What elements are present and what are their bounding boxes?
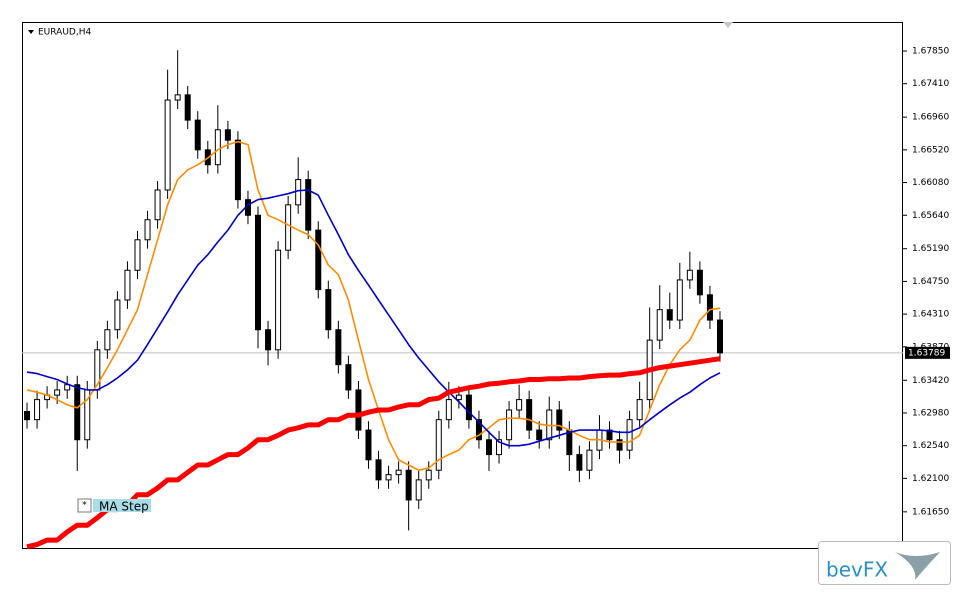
series-label: MA Step <box>99 500 149 514</box>
y-tick-label: 1.63420 <box>912 376 949 386</box>
candle-body <box>114 299 121 331</box>
candle-body <box>395 469 402 476</box>
y-tick-label: 1.64310 <box>912 310 949 320</box>
chart-title: EURAUD,H4 <box>38 28 91 38</box>
candle-body <box>375 459 382 481</box>
candle-body <box>485 439 492 456</box>
candle-body <box>164 99 171 191</box>
y-tick-label: 1.65190 <box>912 244 949 254</box>
plot-frame <box>22 22 903 549</box>
candle-body <box>54 389 61 396</box>
button[interactable] <box>77 498 92 513</box>
candle-body <box>686 269 693 281</box>
y-tick-label: 1.67850 <box>912 46 949 56</box>
candle-body <box>526 399 533 431</box>
plot-area: 1.67850 1.67410 1.66960 1.66520 1.66080 1.656… <box>22 46 949 550</box>
scroll-marker <box>723 22 733 28</box>
candle-body <box>696 269 703 296</box>
candle-body <box>345 364 352 391</box>
candle-body <box>506 409 513 441</box>
last-price-label: 1.63789 <box>908 348 945 358</box>
y-tick-label: 1.67410 <box>912 79 949 89</box>
candle-body <box>475 419 482 441</box>
candle-body <box>355 389 362 431</box>
y-tick-label: 1.66520 <box>912 145 949 155</box>
last-price-box <box>905 346 950 359</box>
candle-body <box>335 329 342 366</box>
candle-body <box>104 329 111 351</box>
candle-body <box>676 279 683 321</box>
candle-body <box>194 119 201 151</box>
label-box <box>93 499 151 512</box>
y-tick-label: 1.62100 <box>912 474 949 484</box>
candle-body <box>275 249 282 351</box>
candle-body <box>656 309 663 341</box>
candle-body <box>34 399 41 421</box>
candle-body <box>24 410 31 421</box>
candle-body <box>74 384 81 441</box>
candle-body <box>445 399 452 421</box>
candle-body <box>666 309 673 321</box>
candle-body <box>586 449 593 471</box>
ma-line <box>26 140 721 471</box>
candle-body <box>405 469 412 501</box>
candle-body <box>325 289 332 331</box>
candle-body <box>566 429 573 456</box>
candle-body <box>536 429 543 441</box>
candle-body <box>214 129 221 166</box>
candle-body <box>425 469 432 481</box>
candle-body <box>556 409 563 431</box>
y-tick-label: 1.61650 <box>912 507 949 517</box>
candle-body <box>224 129 231 141</box>
ma-line <box>26 189 721 447</box>
logo-text: bevFX <box>826 558 888 582</box>
candle-body <box>144 219 151 241</box>
candle-body <box>465 394 472 421</box>
candle-body <box>134 239 141 271</box>
y-tick-label: 1.66080 <box>912 178 949 188</box>
candle-body <box>234 139 241 201</box>
candle-body <box>255 214 262 331</box>
candle-body <box>385 474 392 481</box>
candle-body <box>496 439 503 456</box>
candle-body <box>295 179 302 206</box>
candle-body <box>184 94 191 121</box>
candle-body <box>64 384 71 391</box>
candle-body <box>285 204 292 251</box>
candle-body <box>154 189 161 221</box>
y-tick-label: 1.62980 <box>912 408 949 418</box>
symbol-menu-arrow[interactable] <box>28 30 34 34</box>
candle-body <box>315 229 322 291</box>
candle-body <box>706 294 713 321</box>
candle-body <box>305 179 312 231</box>
candle-body <box>365 429 372 461</box>
candle-body <box>174 94 181 101</box>
y-tick-label: 1.62540 <box>912 441 949 451</box>
y-tick-label: 1.65640 <box>912 211 949 221</box>
candle-body <box>516 399 523 411</box>
ma-step-label: * MA Step <box>77 498 151 514</box>
ma-line <box>26 356 721 550</box>
logo-bird <box>895 552 940 580</box>
candle-body <box>265 329 272 351</box>
candle-body <box>124 269 131 301</box>
button-text: * <box>82 501 87 511</box>
candle-body <box>435 419 442 471</box>
candle-body <box>626 419 633 451</box>
candle-body <box>576 454 583 471</box>
candle-body <box>716 319 723 354</box>
logo: bevFX <box>818 541 951 585</box>
candle-body <box>415 479 422 501</box>
candle-body <box>455 394 462 401</box>
candle-body <box>616 439 623 451</box>
candle-body <box>636 399 643 421</box>
y-tick-label: 1.66960 <box>912 113 949 123</box>
y-tick-label: 1.64750 <box>912 277 949 287</box>
